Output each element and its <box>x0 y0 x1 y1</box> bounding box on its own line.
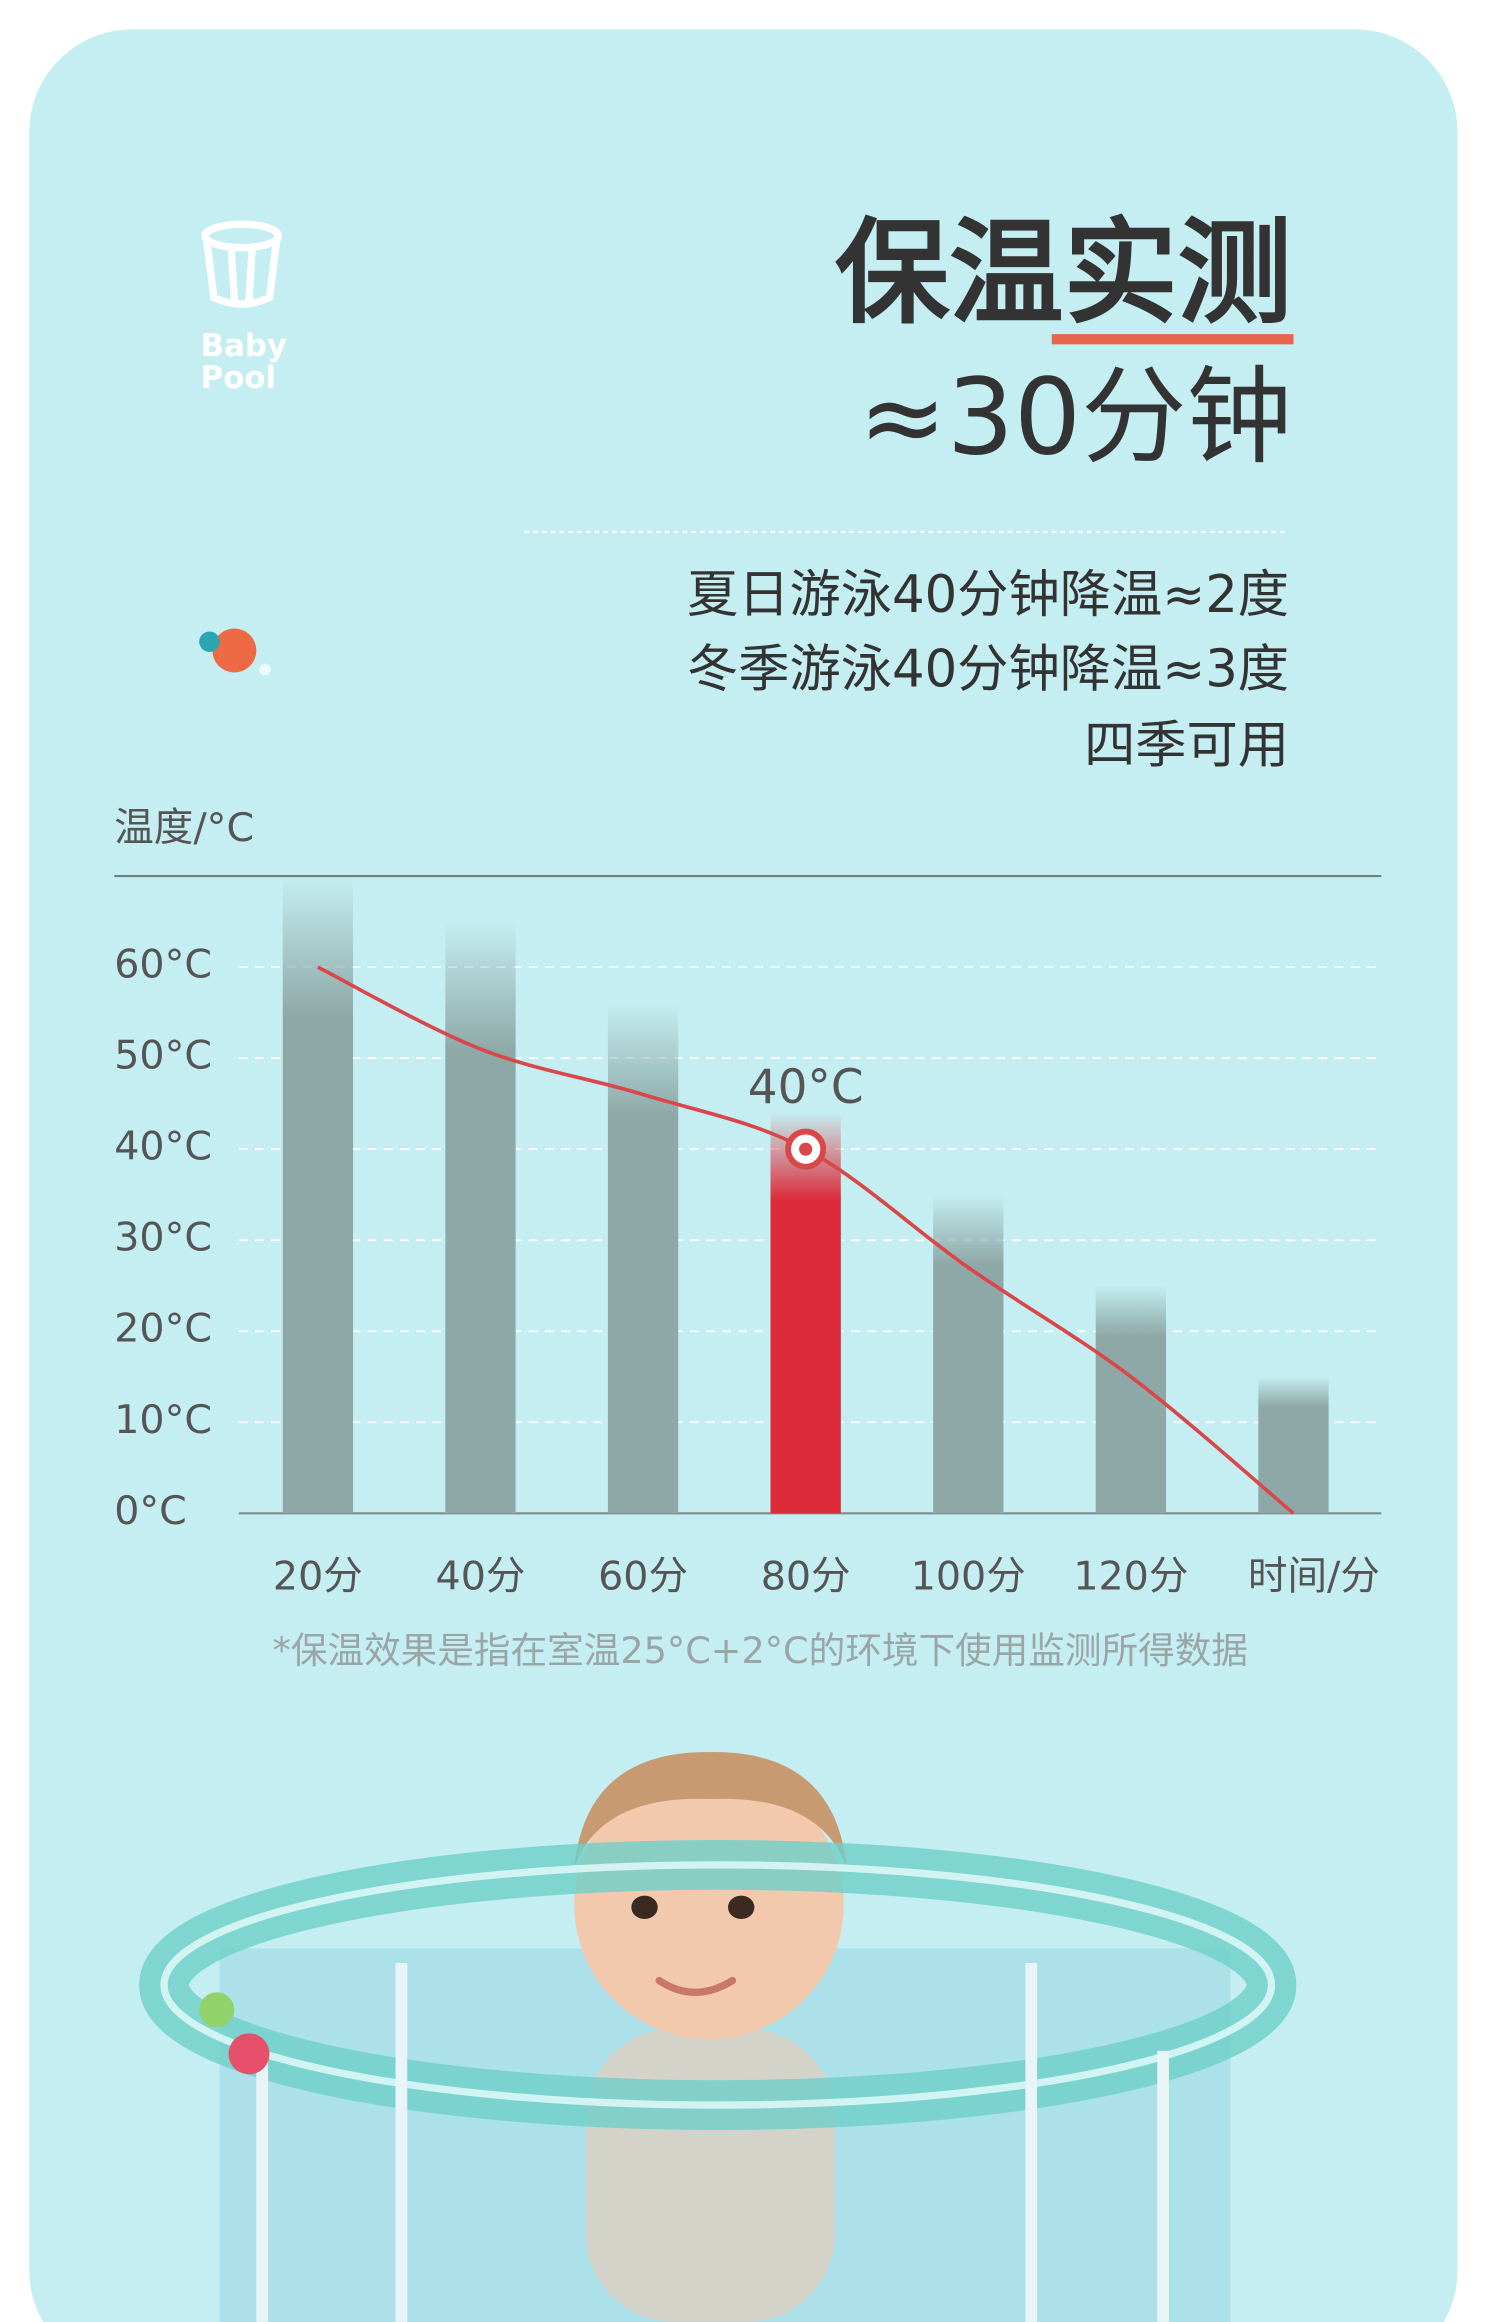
title-underline <box>1051 334 1294 345</box>
chart: 0°C 10°C 20°C 30°C 40°C 50°C 60°C 20分 40分 60分 80分 1… <box>114 874 1382 1600</box>
bar <box>933 1194 1004 1514</box>
x-tick-label: 40分 <box>436 1554 526 1600</box>
decor-dot <box>199 631 220 652</box>
y-tick-label: 60°C <box>114 942 212 988</box>
note: 冬季游泳40分钟降温≈3度 <box>687 639 1289 699</box>
y-tick-label: 10°C <box>114 1397 212 1443</box>
x-tick-label: 120分 <box>1073 1554 1188 1600</box>
bar <box>1258 1376 1329 1514</box>
y-tick-label: 50°C <box>114 1033 212 1079</box>
decor-dot <box>212 628 257 673</box>
x-tick-label: 100分 <box>911 1554 1026 1600</box>
bar <box>1095 1285 1167 1514</box>
footnote: *保温效果是指在室温25°C+2°C的环境下使用监测所得数据 <box>273 1629 1248 1672</box>
point-marker-core <box>799 1142 813 1156</box>
y-tick-label: 20°C <box>114 1306 212 1352</box>
subtitle: ≈30分钟 <box>859 356 1292 479</box>
x-tick-label: 60分 <box>598 1554 688 1600</box>
y-tick-label: 0°C <box>114 1488 187 1534</box>
x-axis-label: 时间/分 <box>1248 1554 1380 1600</box>
logo-text: Pool <box>201 360 276 396</box>
product-photo <box>139 1752 1297 2322</box>
note: 夏日游泳40分钟降温≈2度 <box>687 565 1289 625</box>
logo-text: Baby <box>201 328 287 364</box>
bar <box>282 876 354 1514</box>
y-axis-label: 温度/°C <box>114 805 254 851</box>
y-tick-label: 40°C <box>114 1124 212 1170</box>
bar <box>445 921 516 1514</box>
bar <box>607 1003 679 1514</box>
logo <box>201 220 282 308</box>
bar <box>770 1112 841 1514</box>
x-tick-label: 80分 <box>761 1554 851 1600</box>
note: 四季可用 <box>1084 716 1289 776</box>
value-label: 40°C <box>748 1060 864 1115</box>
card <box>29 29 1458 2322</box>
title: 保温实测 <box>835 207 1292 340</box>
y-tick-label: 30°C <box>114 1215 212 1261</box>
decor-dot <box>259 663 271 676</box>
x-tick-label: 20分 <box>273 1554 363 1600</box>
